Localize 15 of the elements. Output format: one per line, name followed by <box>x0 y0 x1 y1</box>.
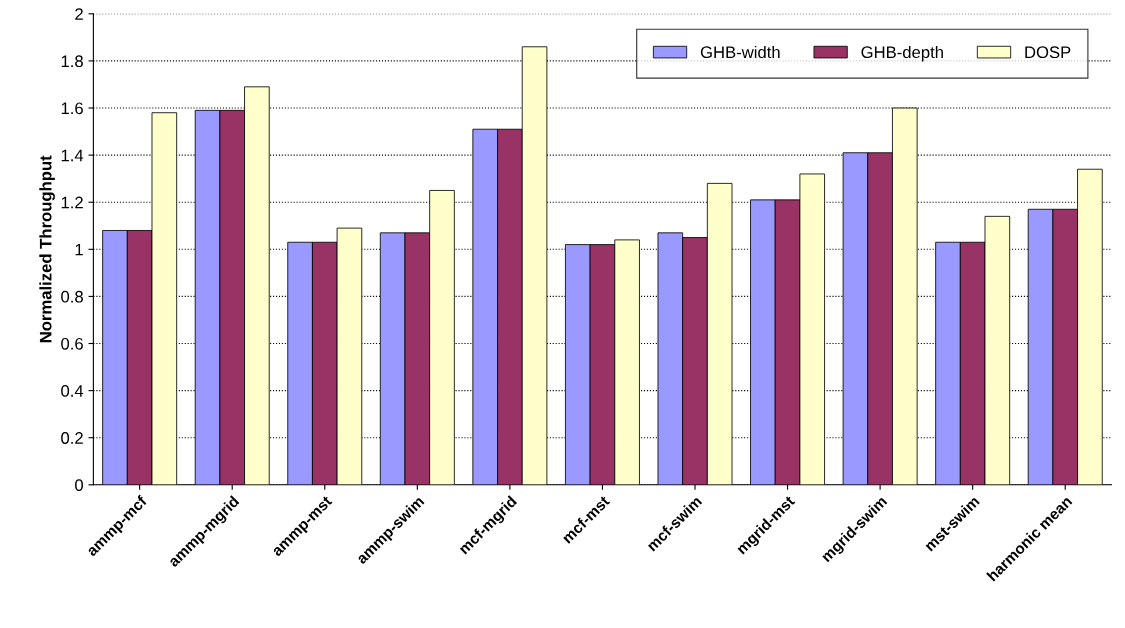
y-tick-label: 0.4 <box>61 385 84 397</box>
y-tick-label: 0.6 <box>61 337 83 350</box>
y-tick-label: 0.8 <box>61 290 83 303</box>
legend-label: GHB-width <box>700 45 780 59</box>
y-tick-label: 1.2 <box>61 196 83 209</box>
y-axis-title: Normalized Throughput <box>39 155 55 343</box>
y-tick-label: 1.6 <box>61 102 83 115</box>
y-tick-label: 2 <box>75 8 83 20</box>
y-tick-label: 1.8 <box>61 55 83 68</box>
y-tick-label: 1 <box>75 243 83 256</box>
legend-label: GHB-depth <box>861 45 943 62</box>
y-tick-label: 1.4 <box>61 149 84 162</box>
legend-label: DOSP <box>1025 46 1071 59</box>
y-tick-label: 0.2 <box>61 432 83 444</box>
y-tick-label: 0 <box>75 479 83 492</box>
